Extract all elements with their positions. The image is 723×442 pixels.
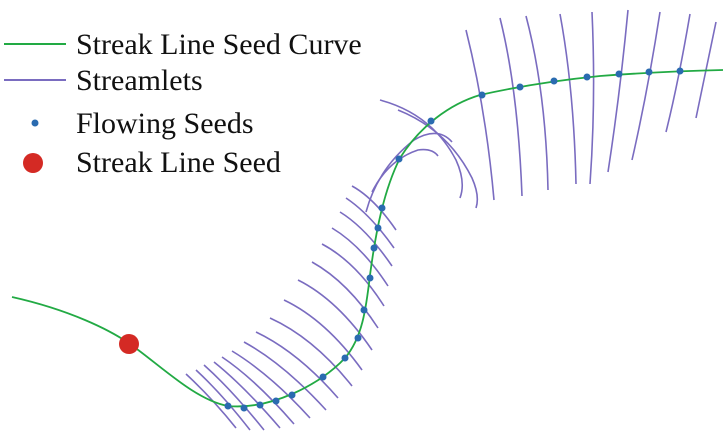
streamlet bbox=[379, 99, 464, 199]
flowing-seed bbox=[288, 391, 296, 399]
flowing-seed bbox=[240, 404, 248, 412]
flowing-seed bbox=[256, 401, 264, 409]
streamlet bbox=[499, 17, 523, 197]
streamlet bbox=[607, 9, 629, 173]
flowing-seeds bbox=[224, 67, 684, 412]
flowing-seed bbox=[516, 83, 524, 91]
flowing-seed bbox=[366, 274, 374, 282]
flowing-seed bbox=[341, 354, 349, 362]
flowing-seed bbox=[395, 155, 403, 163]
legend-label-streamlets: Streamlets bbox=[76, 64, 203, 97]
streamlet bbox=[213, 361, 281, 429]
streamlet bbox=[371, 148, 439, 193]
streamlet bbox=[297, 279, 373, 351]
streamlet bbox=[345, 197, 395, 249]
flowing-seed bbox=[370, 244, 378, 252]
legend-label-streak-seed: Streak Line Seed bbox=[76, 146, 281, 179]
streamlet bbox=[321, 243, 385, 307]
legend-label-flowing-seeds: Flowing Seeds bbox=[76, 107, 254, 140]
flowing-seed bbox=[427, 117, 435, 125]
flowing-seed bbox=[272, 397, 280, 405]
flowing-seed bbox=[378, 204, 386, 212]
flowing-seed bbox=[319, 373, 327, 381]
flowing-seed bbox=[615, 70, 623, 78]
flowing-seed bbox=[583, 73, 591, 81]
streamlet bbox=[351, 185, 397, 231]
streamlet bbox=[525, 15, 549, 191]
streamlet bbox=[339, 211, 393, 267]
streamlet bbox=[269, 317, 353, 387]
streamlets bbox=[185, 9, 717, 431]
flowing-seed bbox=[478, 91, 486, 99]
streamlet bbox=[589, 11, 595, 185]
streamlet bbox=[331, 227, 389, 287]
streamlet bbox=[665, 13, 691, 133]
streamlet bbox=[203, 364, 265, 431]
streak-line-seed bbox=[119, 334, 139, 354]
streamlet bbox=[255, 331, 339, 399]
streamlet bbox=[185, 373, 237, 429]
legend-flowing-seeds-swatch bbox=[31, 119, 39, 127]
legend: Streak Line Seed Curve Streamlets Flowin… bbox=[4, 28, 362, 179]
streamlet bbox=[695, 21, 717, 119]
streamlet bbox=[195, 369, 251, 431]
flowing-seed bbox=[676, 67, 684, 75]
flowing-seed bbox=[354, 334, 362, 342]
streamlet bbox=[397, 109, 479, 209]
legend-streak-seed-swatch bbox=[23, 153, 43, 173]
flowing-seed bbox=[360, 306, 368, 314]
flowing-seed bbox=[550, 77, 558, 85]
flowing-seed bbox=[645, 68, 653, 76]
streamlet bbox=[283, 299, 363, 371]
streamlet bbox=[221, 356, 295, 425]
streamlet bbox=[243, 341, 327, 411]
flowing-seed bbox=[374, 224, 382, 232]
flowing-seed bbox=[224, 402, 232, 410]
streamlet bbox=[465, 29, 495, 201]
streamlet bbox=[631, 11, 661, 161]
streamlet bbox=[559, 13, 577, 185]
streamlet bbox=[311, 261, 379, 329]
streamlet bbox=[231, 350, 311, 419]
legend-label-seed-curve: Streak Line Seed Curve bbox=[76, 28, 362, 61]
